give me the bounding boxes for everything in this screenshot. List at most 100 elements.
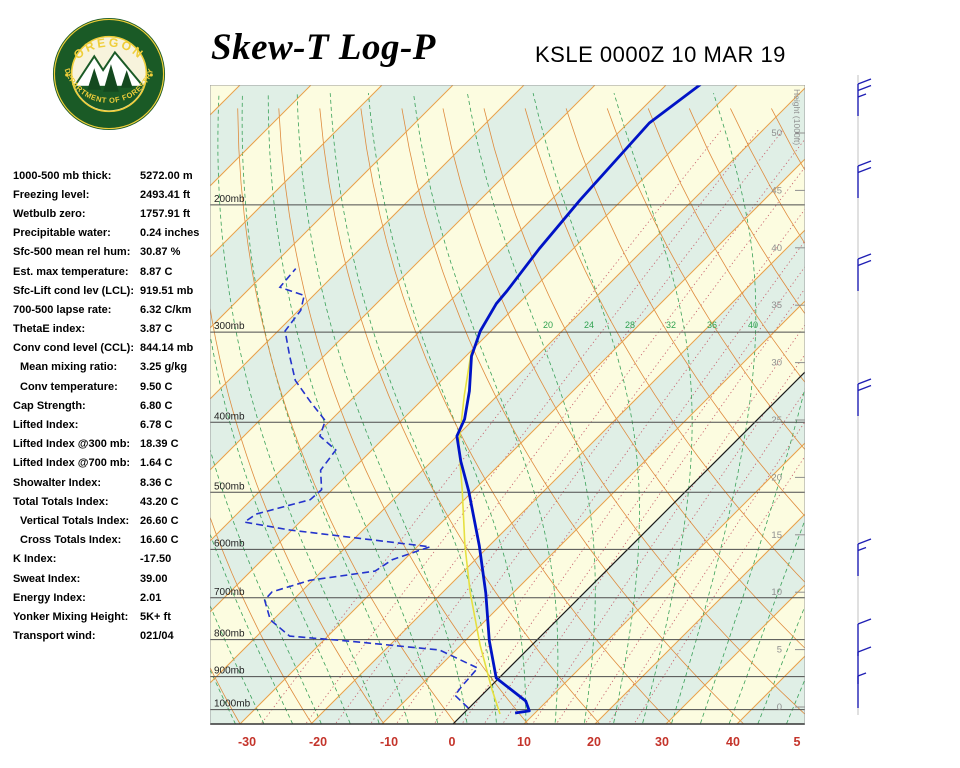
index-value: 39.00 [140,572,168,585]
tree-icon [103,64,119,92]
index-value: 1757.91 ft [140,207,191,220]
index-value: 021/04 [140,630,174,643]
svg-text:700mb: 700mb [214,587,245,598]
page-title: Skew-T Log-P [211,27,436,68]
svg-text:35: 35 [771,300,782,311]
logo-outer-ring [53,18,165,130]
index-value: 2493.41 ft [140,188,191,201]
index-label: Cap Strength: [13,399,86,412]
index-label: Sfc-Lift cond lev (LCL): [13,284,134,297]
index-value: 6.32 C/km [140,303,192,316]
svg-text:900mb: 900mb [214,666,245,677]
temp-axis-tick-label: 20 [587,735,601,749]
index-label: Yonker Mixing Height: [13,610,129,623]
temp-axis-tick-label: -30 [237,735,257,749]
index-value: 30.87 % [140,246,181,259]
index-label: Conv temperature: [20,380,118,393]
index-row: Wetbulb zero: 1757.91 ft [13,204,209,223]
index-label: Vertical Totals Index: [20,514,130,527]
skewt-chart: 200mb 300mb 400mb 500mb 600mb 700mb 800mb 900mb… [210,85,805,725]
index-row: Lifted Index @300 mb: 18.39 C [13,435,209,454]
station-datetime-header: KSLE 0000Z 10 MAR 19 [535,42,786,67]
index-value: 18.39 C [140,438,179,451]
wind-barb [857,672,867,708]
svg-text:40: 40 [748,320,758,330]
svg-text:50: 50 [771,128,782,139]
index-label: Lifted Index: [13,419,79,432]
index-row: Cross Totals Index: 16.60 C [13,531,209,550]
index-value: 8.36 C [140,476,173,489]
index-row: Conv temperature: 9.50 C [13,377,209,396]
index-row: 1000-500 mb thick: 5272.00 m [13,166,209,185]
pressure-labels: 200mb 300mb 400mb 500mb 600mb 700mb 800mb 900mb… [214,194,251,710]
wind-barb-column [857,75,872,715]
svg-text:36: 36 [707,320,717,330]
svg-text:28: 28 [625,320,635,330]
svg-text:32: 32 [666,320,676,330]
indices-panel: 1000-500 mb thick: 5272.00 m Freezing leve… [13,166,209,646]
index-value: 919.51 mb [140,284,194,297]
index-value: 16.60 C [140,534,179,547]
index-row: Precipitable water: 0.24 inches [13,224,209,243]
odf-logo: OREGON DEPARTMENT OF FORESTRY [52,17,166,131]
wind-barb [857,618,872,656]
index-label: Est. max temperature: [13,265,129,278]
wind-barb [857,646,872,684]
index-row: Showalter Index: 8.36 C [13,473,209,492]
temp-axis-tick-label: -10 [379,735,399,749]
index-label: Freezing level: [13,188,90,201]
index-label: Mean mixing ratio: [20,361,118,374]
index-value: -17.50 [140,553,172,566]
svg-text:45: 45 [771,185,782,196]
index-row: Conv cond level (CCL): 844.14 mb [13,339,209,358]
dry-adiabats [210,108,805,725]
isotherms [210,85,805,725]
parcel-trace [457,351,501,715]
index-value: 43.20 C [140,495,179,508]
index-value: 0.24 inches [140,227,200,240]
index-row: K Index: -17.50 [13,550,209,569]
wind-barb [857,78,872,116]
moist-adiabat-labels: 20 24 28 32 36 40 [543,320,758,330]
svg-text:5: 5 [777,645,782,656]
logo-inner-ring [70,35,148,113]
index-label: Lifted Index @300 mb: [13,438,131,451]
index-label: 1000-500 mb thick: [13,169,112,182]
index-row: Total Totals Index: 43.20 C [13,492,209,511]
svg-text:0: 0 [777,702,782,713]
index-row: Lifted Index: 6.78 C [13,415,209,434]
svg-text:1000mb: 1000mb [214,699,251,710]
index-label: Cross Totals Index: [20,534,122,547]
wind-barb [857,160,872,198]
temp-axis-tick-label: -20 [308,735,328,749]
index-label: ThetaE index: [13,323,86,336]
svg-text:40: 40 [771,243,782,254]
index-label: Wetbulb zero: [13,207,86,220]
temperature-trace [455,85,702,715]
index-row: Cap Strength: 6.80 C [13,396,209,415]
index-value: 5272.00 m [140,169,193,182]
svg-text:30: 30 [771,358,782,369]
index-row: Mean mixing ratio: 3.25 g/kg [13,358,209,377]
svg-text:300mb: 300mb [214,321,245,332]
svg-text:600mb: 600mb [214,538,245,549]
wind-barb [857,378,872,416]
index-label: Conv cond level (CCL): [13,342,135,355]
index-row: ThetaE index: 3.87 C [13,320,209,339]
svg-text:15: 15 [771,530,782,541]
index-row: Vertical Totals Index: 26.60 C [13,511,209,530]
index-row: Sfc-Lift cond lev (LCL): 919.51 mb [13,281,209,300]
index-label: Sweat Index: [13,572,81,585]
svg-text:10: 10 [771,587,782,598]
temp-axis-tick-label: 30 [655,735,669,749]
index-row: Energy Index: 2.01 [13,588,209,607]
index-value: 844.14 mb [140,342,194,355]
index-row: Freezing level: 2493.41 ft [13,185,209,204]
logo-dot-right [149,73,153,77]
height-axis-title: Height (1000ft) [792,89,802,145]
tree-icon [120,70,133,88]
index-row: 700-500 lapse rate: 6.32 C/km [13,300,209,319]
index-label: 700-500 lapse rate: [13,303,112,316]
logo-dot-left [65,73,69,77]
index-label: Showalter Index: [13,476,102,489]
